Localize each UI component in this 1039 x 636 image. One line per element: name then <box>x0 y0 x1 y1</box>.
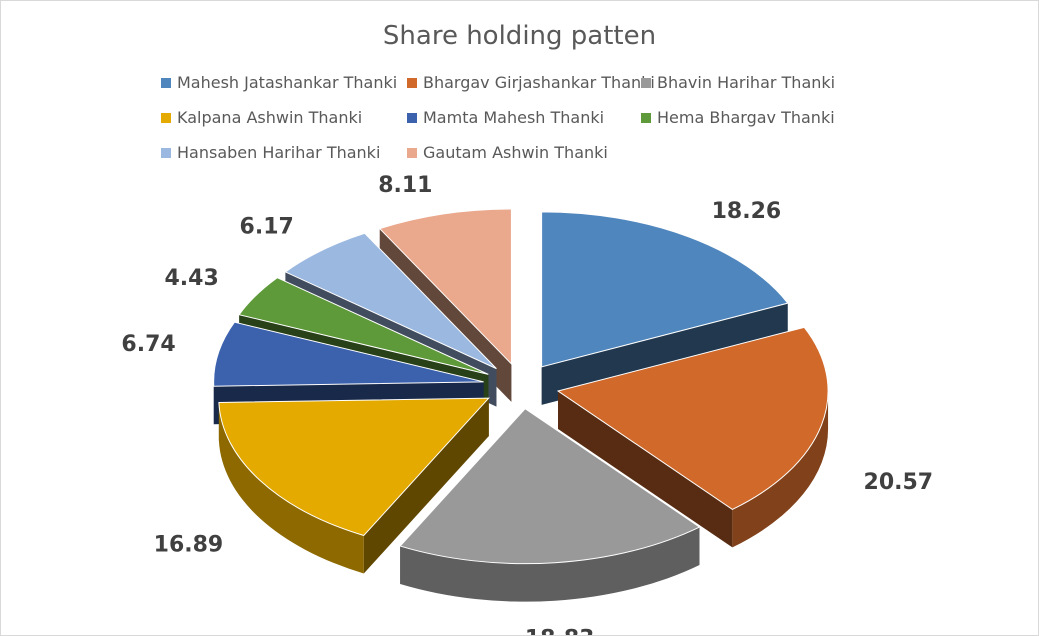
legend-label: Bhargav Girjashankar Thanki <box>423 73 655 92</box>
data-label-kalpana-ashwin-thanki: 16.89 <box>154 532 224 557</box>
legend-swatch <box>407 112 417 123</box>
legend-label: Mahesh Jatashankar Thanki <box>177 73 398 92</box>
data-label-gautam-ashwin-thanki: 8.11 <box>378 173 432 198</box>
data-label-bhavin-harihar-thanki: 18.83 <box>525 626 595 635</box>
legend-label: Hansaben Harihar Thanki <box>177 143 381 162</box>
legend-label: Mamta Mahesh Thanki <box>423 108 605 127</box>
slice-wall-kalpana-ashwin-thanki <box>363 398 489 574</box>
legend-label: Hema Bhargav Thanki <box>657 108 835 127</box>
legend-item-gautam-ashwin-thanki: Gautam Ashwin Thanki <box>407 143 608 162</box>
legend-item-bhargav-girjashankar-thanki: Bhargav Girjashankar Thanki <box>407 73 655 92</box>
data-label-bhargav-girjashankar-thanki: 20.57 <box>864 470 934 495</box>
legend-swatch <box>161 77 171 88</box>
data-label-mamta-mahesh-thanki: 6.74 <box>121 332 175 357</box>
legend-swatch <box>161 112 171 123</box>
data-label-hema-bhargav-thanki: 4.43 <box>164 266 218 291</box>
slice-side-kalpana-ashwin-thanki <box>218 402 364 574</box>
pie-slice-mahesh-jatashankar-thanki <box>541 211 789 368</box>
legend-swatch <box>161 147 171 158</box>
slice-wall-bhargav-girjashankar-thanki <box>558 391 733 548</box>
legend-item-bhavin-harihar-thanki: Bhavin Harihar Thanki <box>641 73 835 92</box>
data-label-mahesh-jatashankar-thanki: 18.26 <box>712 199 782 224</box>
legend-item-hansaben-harihar-thanki: Hansaben Harihar Thanki <box>161 143 380 162</box>
legend-item-hema-bhargav-thanki: Hema Bhargav Thanki <box>641 108 835 127</box>
legend-item-mamta-mahesh-thanki: Mamta Mahesh Thanki <box>407 108 604 127</box>
legend-swatch <box>407 77 417 88</box>
legend-swatch <box>641 112 651 123</box>
chart-title: Share holding patten <box>382 21 657 51</box>
pie-slice-hema-bhargav-thanki <box>238 277 489 375</box>
legend-item-kalpana-ashwin-thanki: Kalpana Ashwin Thanki <box>161 108 362 127</box>
pie-slice-hansaben-harihar-thanki <box>284 232 497 370</box>
legend-label: Kalpana Ashwin Thanki <box>177 108 363 127</box>
slice-tops <box>213 208 829 565</box>
pie-slice-bhavin-harihar-thanki <box>399 408 701 565</box>
legend-label: Gautam Ashwin Thanki <box>423 143 608 162</box>
legend-swatch <box>641 77 651 88</box>
pie-slice-bhargav-girjashankar-thanki <box>556 326 829 510</box>
pie-slice-kalpana-ashwin-thanki <box>218 397 490 537</box>
slice-side-bhavin-harihar-thanki <box>400 527 700 602</box>
data-label-hansaben-harihar-thanki: 6.17 <box>240 214 294 239</box>
legend-label: Bhavin Harihar Thanki <box>657 73 836 92</box>
pie-slice-gautam-ashwin-thanki <box>378 208 512 366</box>
slice-side-bhargav-girjashankar-thanki <box>732 391 829 548</box>
legend-item-mahesh-jatashankar-thanki: Mahesh Jatashankar Thanki <box>161 73 397 92</box>
pie-slice-mamta-mahesh-thanki <box>213 321 484 387</box>
legend-swatch <box>407 147 417 158</box>
